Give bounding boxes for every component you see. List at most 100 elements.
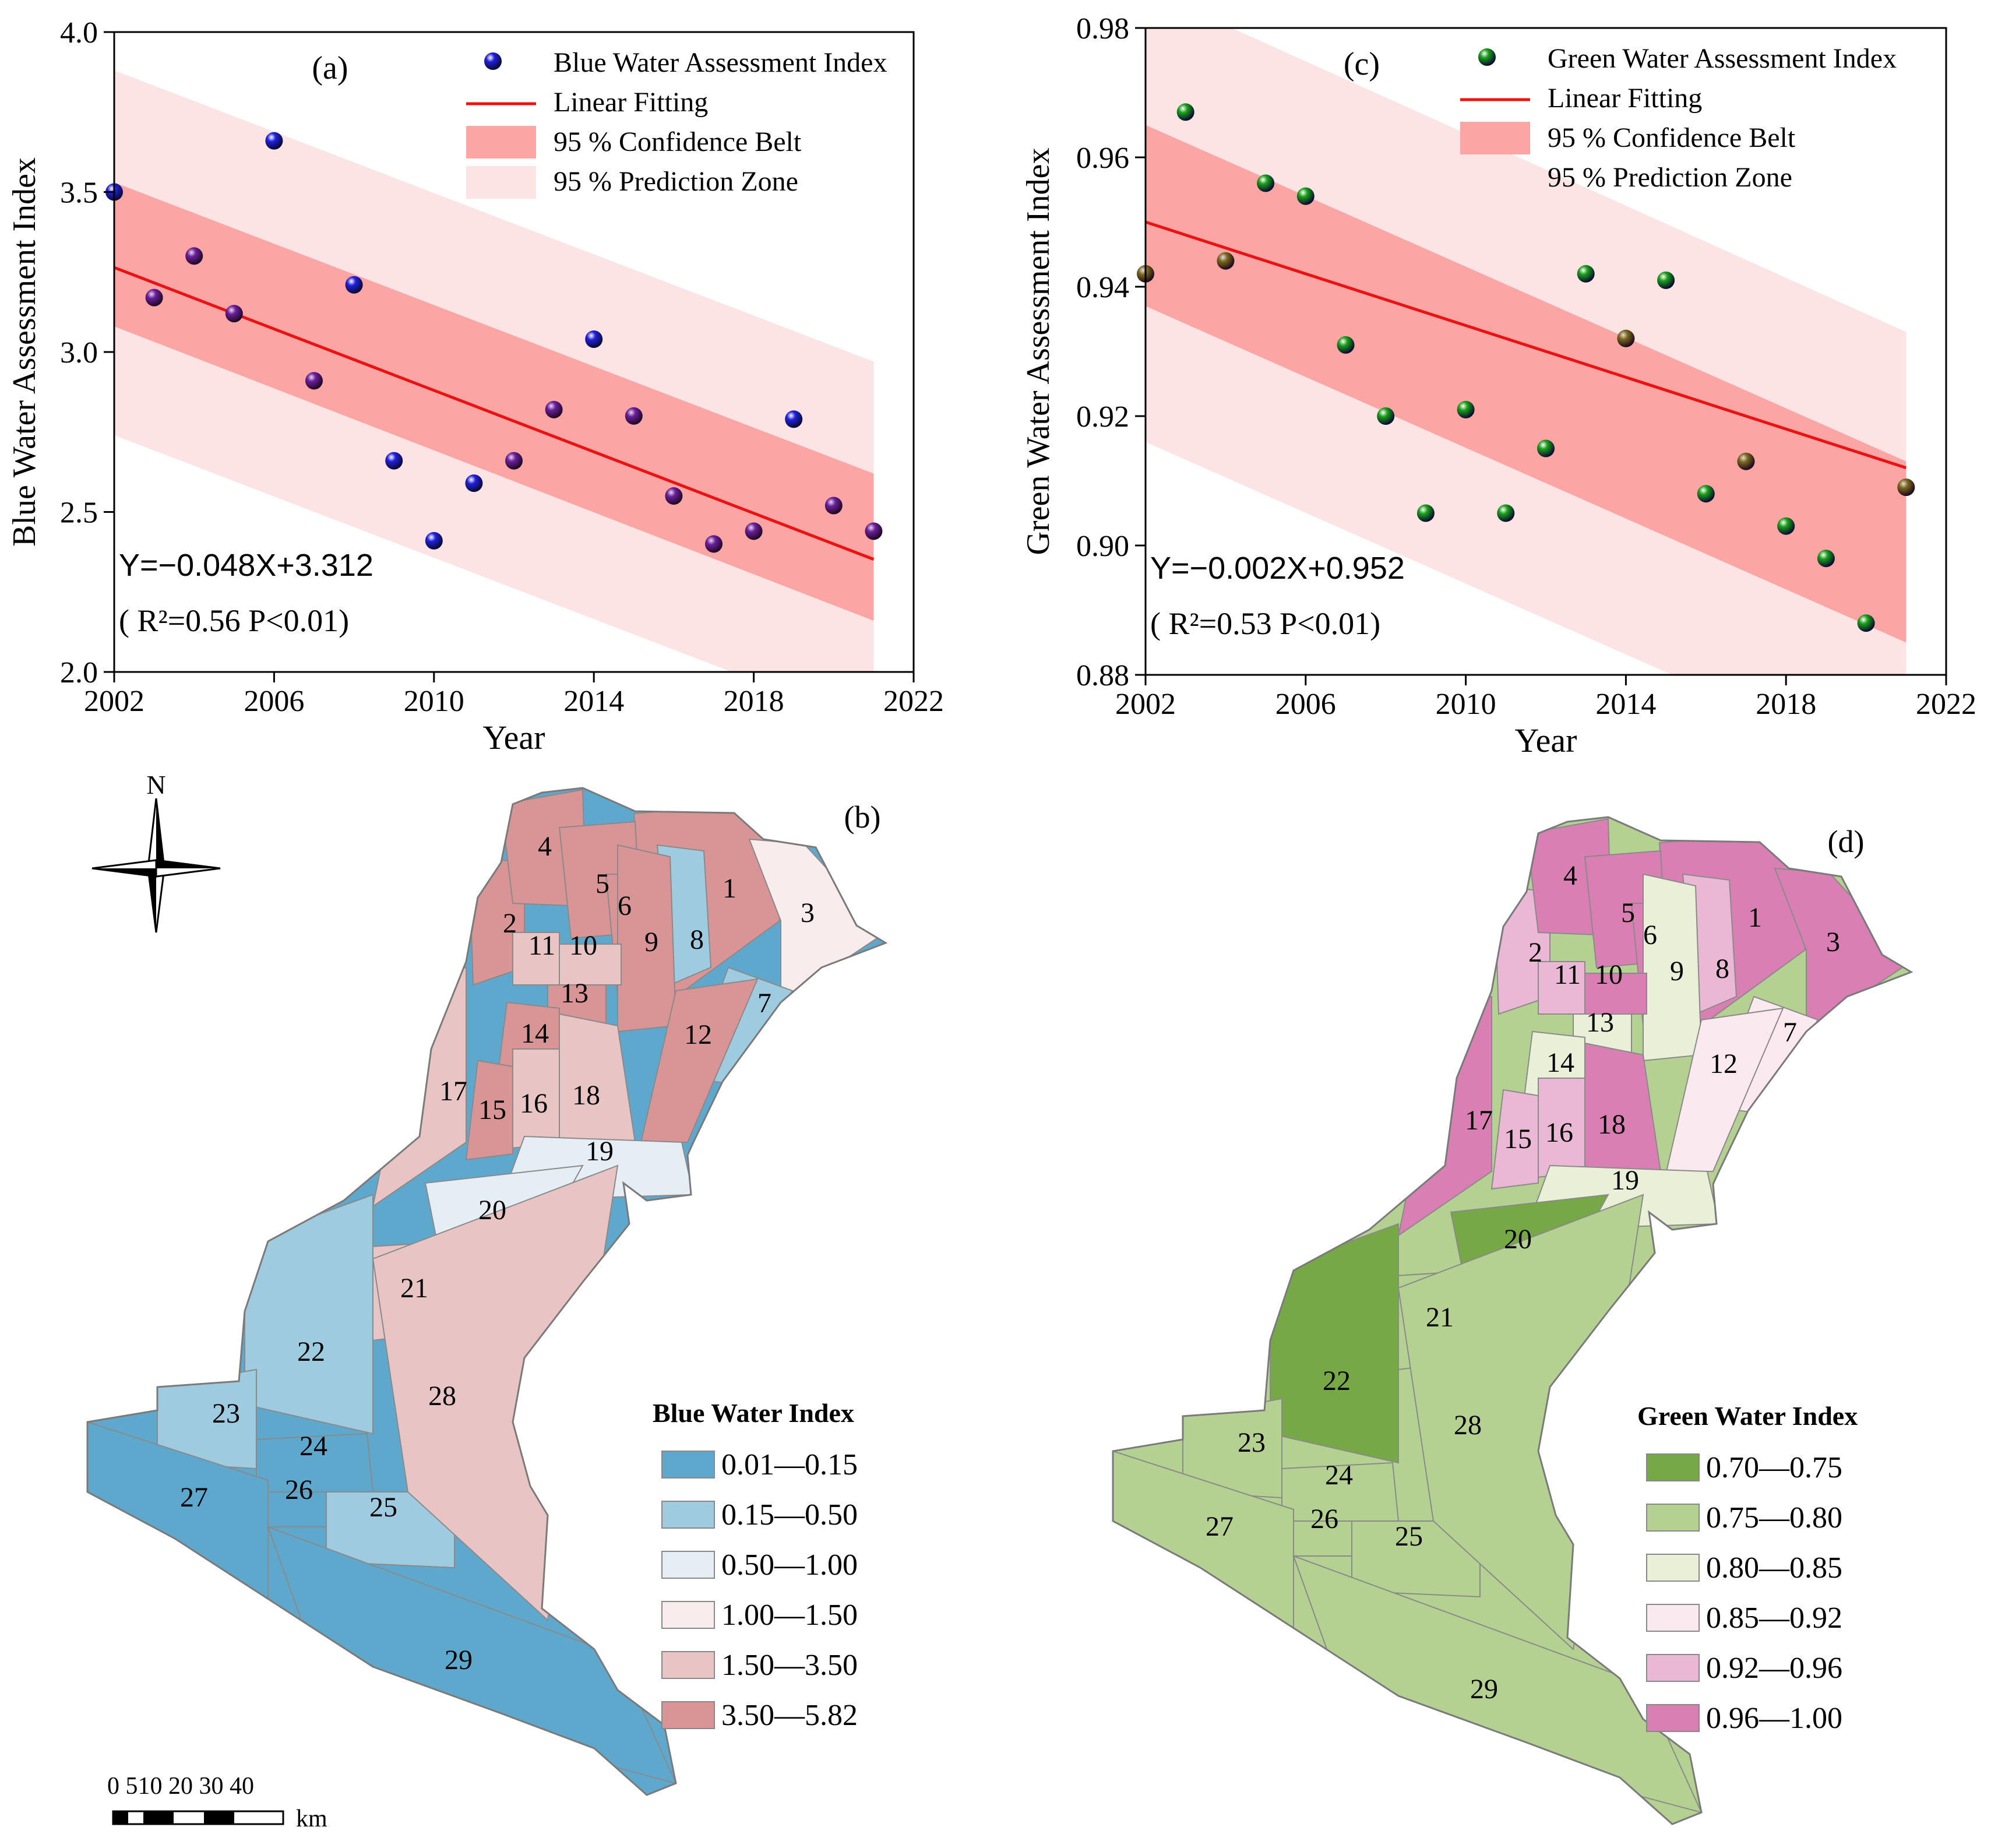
axes-frame xyxy=(1144,27,1947,676)
subbasin-15 xyxy=(465,1059,513,1161)
x-tick-label: 2010 xyxy=(1436,688,1496,721)
legend-entry: 95 % Prediction Zone xyxy=(1548,162,1792,193)
map-legend-swatch xyxy=(1646,1554,1700,1582)
subbasin-label: 24 xyxy=(1325,1460,1353,1491)
scale-segment xyxy=(143,1811,174,1824)
subbasin-label: 11 xyxy=(528,930,555,961)
y-tick-label: 3.0 xyxy=(60,336,98,369)
legend: Green Water Assessment Index Linear Fitti… xyxy=(1460,43,1897,195)
subbasin-label: 6 xyxy=(618,890,632,921)
subbasin-label: 16 xyxy=(1545,1117,1573,1148)
data-point xyxy=(1416,504,1435,522)
subbasin-label: 12 xyxy=(684,1019,712,1050)
data-point xyxy=(1296,187,1315,205)
data-point xyxy=(345,276,363,294)
data-point xyxy=(465,474,483,492)
scale-numbers: 0 510 20 30 40 xyxy=(107,1773,254,1800)
data-point xyxy=(665,487,683,505)
map-legend-title: Green Water Index xyxy=(1637,1401,1858,1431)
data-point xyxy=(1897,478,1915,497)
subbasin-label: 21 xyxy=(1426,1302,1454,1333)
map-legend-swatch xyxy=(661,1451,715,1479)
legend-point-icon xyxy=(484,52,502,70)
map-legend-label: 1.00—1.50 xyxy=(721,1599,858,1632)
panel-label: (d) xyxy=(1828,824,1865,859)
subbasin-22 xyxy=(244,1194,373,1435)
panel-label: (a) xyxy=(312,50,348,86)
fit-equation: Y=−0.002X+0.952 xyxy=(1150,551,1405,586)
map-legend-swatch xyxy=(661,1501,715,1529)
data-point xyxy=(1857,614,1875,632)
data-point xyxy=(745,522,763,540)
map-legend-swatch xyxy=(661,1551,715,1579)
data-point xyxy=(1457,400,1475,418)
data-point xyxy=(865,522,883,540)
subbasin-label: 17 xyxy=(1465,1105,1493,1136)
data-point xyxy=(145,288,163,307)
data-point xyxy=(1377,407,1395,425)
x-tick-label: 2006 xyxy=(244,685,304,718)
x-tick-label: 2002 xyxy=(84,685,145,718)
subbasin-label: 18 xyxy=(572,1080,600,1111)
scale-segment xyxy=(204,1811,234,1824)
data-point xyxy=(705,535,723,553)
subbasin-label: 28 xyxy=(1454,1410,1482,1441)
legend-entry: Linear Fitting xyxy=(1548,83,1702,114)
legend: Blue Water Assessment Index Linear Fittin… xyxy=(466,47,887,199)
legend-entry: 95 % Confidence Belt xyxy=(1548,122,1796,153)
map-legend-swatch xyxy=(661,1601,715,1629)
y-tick-label: 3.5 xyxy=(60,177,98,210)
data-point xyxy=(505,452,523,470)
subbasin-label: 23 xyxy=(212,1398,240,1429)
x-tick-label: 2014 xyxy=(563,685,624,718)
map-legend-title: Blue Water Index xyxy=(653,1398,854,1428)
subbasin-label: 12 xyxy=(1710,1048,1738,1079)
legend-entry: 95 % Confidence Belt xyxy=(554,126,802,157)
subbasin-label: 13 xyxy=(1586,1007,1614,1038)
map-legend-label: 0.01—0.15 xyxy=(721,1448,858,1481)
subbasin-label: 1 xyxy=(1748,902,1762,933)
subbasin-label: 20 xyxy=(1504,1224,1532,1255)
x-tick-label: 2002 xyxy=(1115,688,1176,721)
data-point xyxy=(225,305,243,323)
legend-zone-icon xyxy=(1460,162,1530,195)
legend-zone-icon xyxy=(466,166,536,199)
y-tick-label: 2.0 xyxy=(60,656,98,689)
map-legend-swatch xyxy=(1646,1704,1700,1732)
linear-fit-line xyxy=(1146,220,1907,470)
map-legend-label: 0.80—0.85 xyxy=(1706,1551,1842,1585)
subbasin-label: 21 xyxy=(400,1273,428,1304)
subbasin-label: 29 xyxy=(1470,1674,1498,1705)
data-point xyxy=(545,400,563,418)
data-point xyxy=(1657,271,1675,289)
subbasin-label: 11 xyxy=(1554,959,1581,990)
confidence-belt xyxy=(114,182,874,621)
data-point xyxy=(305,372,323,390)
subbasin-label: 27 xyxy=(1206,1511,1234,1542)
subbasin-label: 9 xyxy=(1670,956,1684,987)
subbasin-label: 25 xyxy=(1395,1521,1423,1552)
y-tick-label: 2.5 xyxy=(60,497,98,530)
data-point xyxy=(1176,103,1194,121)
legend-entry: 95 % Prediction Zone xyxy=(554,166,798,197)
map-legend-label: 0.96—1.00 xyxy=(1706,1702,1842,1735)
data-point xyxy=(625,407,643,425)
data-point xyxy=(1817,550,1835,568)
basin-body xyxy=(87,788,886,1795)
subbasin-label: 19 xyxy=(1611,1165,1639,1196)
map-legend-swatch xyxy=(1646,1453,1700,1481)
confidence-belt xyxy=(1146,125,1907,643)
data-point xyxy=(585,330,603,349)
subbasin-label: 16 xyxy=(520,1088,548,1119)
legend-entry: Blue Water Assessment Index xyxy=(554,47,887,78)
data-point xyxy=(1777,517,1795,535)
data-point xyxy=(1217,252,1235,270)
subbasin-label: 26 xyxy=(285,1474,313,1505)
fit-equation: Y=−0.048X+3.312 xyxy=(119,548,373,583)
scale-segment xyxy=(113,1811,128,1824)
map-legend-label: 0.75—0.80 xyxy=(1706,1501,1842,1534)
map-legend-label: 0.15—0.50 xyxy=(721,1498,858,1532)
subbasin-label: 24 xyxy=(299,1431,327,1462)
